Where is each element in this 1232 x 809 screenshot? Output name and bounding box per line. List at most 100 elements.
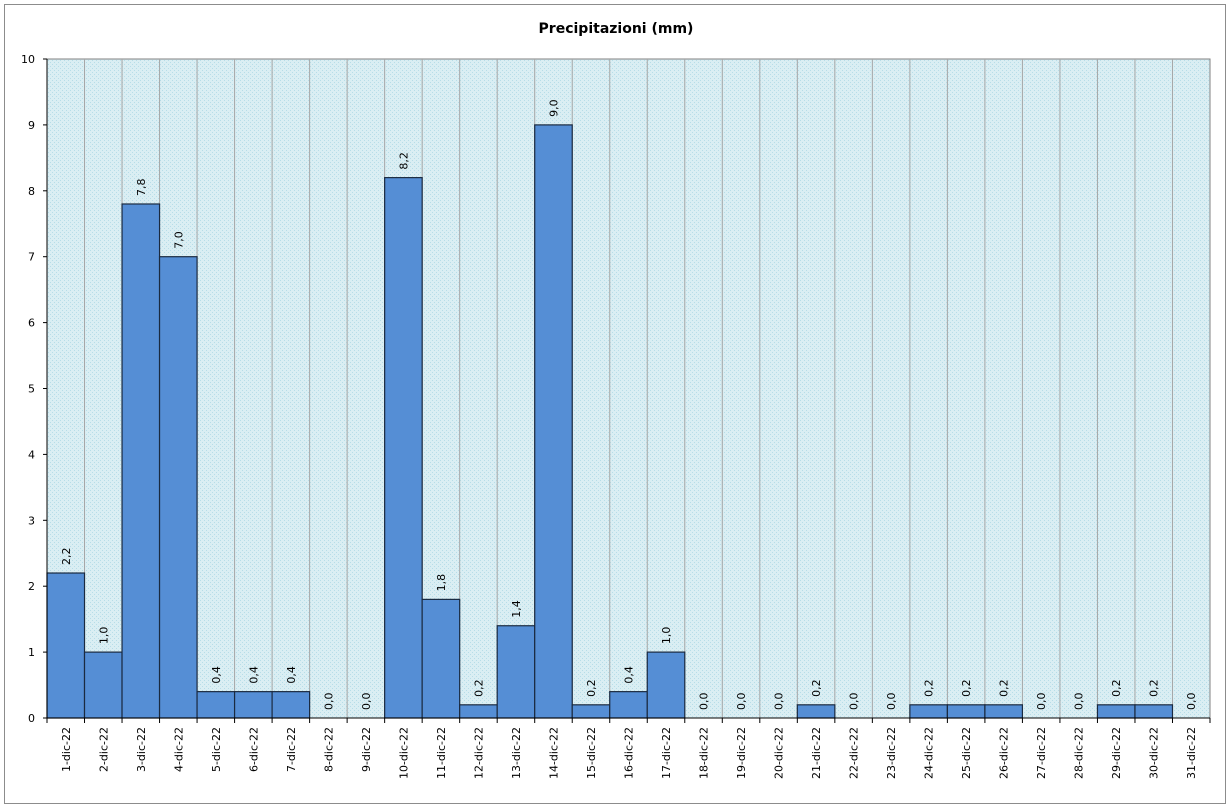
- bar: [946, 704, 986, 719]
- y-tick-label: 2: [28, 580, 35, 593]
- data-labels: 2,2 1,0 7,8 7,0 0,4 0,4 0,4 0,0 0,0 8,2 1,8 0,2 1,4 9…: [60, 99, 1198, 710]
- x-tick-label: 31-dic-22: [1185, 727, 1198, 779]
- data-label: 1,0: [660, 627, 673, 645]
- data-label: 0,2: [810, 679, 823, 697]
- x-axis: 1-dic-22 2-dic-22 3-dic-22 4-dic-22 5-dic-22…: [46, 717, 1211, 779]
- data-label: 0,4: [623, 666, 636, 684]
- x-tick-label: 13-dic-22: [510, 727, 523, 779]
- bar: [83, 651, 123, 719]
- x-tick-label: 21-dic-22: [810, 727, 823, 779]
- bar: [609, 691, 648, 719]
- x-tick-label: 30-dic-22: [1148, 727, 1161, 779]
- x-tick-label: 23-dic-22: [885, 727, 898, 779]
- y-axis: 0 1 2 3 4 5 6 7 8 9 10: [21, 53, 48, 725]
- data-label: 0,2: [1148, 679, 1161, 697]
- data-label: 7,8: [135, 178, 148, 196]
- data-label: 0,2: [960, 679, 973, 697]
- data-label: 1,8: [435, 574, 448, 592]
- y-tick-label: 0: [28, 712, 35, 725]
- data-label: 2,2: [60, 548, 73, 566]
- data-label: 0,0: [1035, 693, 1048, 711]
- data-label: 0,2: [923, 679, 936, 697]
- bar: [233, 691, 273, 719]
- data-label: 0,0: [773, 693, 786, 711]
- y-tick-label: 6: [28, 317, 35, 330]
- plot-background: [46, 58, 1211, 719]
- bar: [421, 598, 461, 719]
- x-tick-label: 24-dic-22: [923, 727, 936, 779]
- data-label: 0,0: [698, 693, 711, 711]
- data-label: 0,4: [210, 666, 223, 684]
- data-label: 0,0: [1185, 693, 1198, 711]
- bar: [1134, 704, 1174, 719]
- bar: [158, 256, 198, 719]
- x-tick-label: 6-dic-22: [247, 727, 260, 772]
- x-tick-label: 19-dic-22: [735, 727, 748, 779]
- x-tick-label: 17-dic-22: [660, 727, 673, 779]
- data-label: 0,2: [585, 679, 598, 697]
- x-tick-label: 12-dic-22: [472, 727, 485, 779]
- x-tick-label: 22-dic-22: [848, 727, 861, 779]
- x-tick-label: 7-dic-22: [285, 727, 298, 772]
- bar: [646, 651, 686, 719]
- x-tick-label: 28-dic-22: [1073, 727, 1086, 779]
- x-tick-label: 20-dic-22: [773, 727, 786, 779]
- bar: [796, 704, 836, 719]
- x-tick-label: 25-dic-22: [960, 727, 973, 779]
- x-tick-label: 3-dic-22: [135, 727, 148, 772]
- plot-area: [46, 58, 1211, 719]
- y-tick-label: 3: [28, 514, 35, 527]
- y-tick-label: 8: [28, 185, 35, 198]
- bar: [121, 203, 161, 719]
- data-label: 0,2: [998, 679, 1011, 697]
- y-tick-label: 4: [28, 448, 35, 461]
- x-tick-label: 2-dic-22: [97, 727, 110, 772]
- y-tick-label: 5: [28, 383, 35, 396]
- bar: [909, 704, 948, 719]
- x-tick-label: 8-dic-22: [322, 727, 335, 772]
- x-tick-label: 1-dic-22: [60, 727, 73, 772]
- x-tick-label: 26-dic-22: [998, 727, 1011, 779]
- bar: [459, 704, 498, 719]
- x-tick-label: 14-dic-22: [547, 727, 560, 779]
- data-label: 0,4: [247, 666, 260, 684]
- data-label: 1,4: [510, 600, 523, 618]
- bar: [46, 572, 86, 719]
- data-label: 0,0: [322, 693, 335, 711]
- data-label: 7,0: [172, 231, 185, 249]
- x-tick-label: 9-dic-22: [360, 727, 373, 772]
- bar: [571, 704, 611, 719]
- x-tick-label: 27-dic-22: [1035, 727, 1048, 779]
- x-tick-label: 18-dic-22: [698, 727, 711, 779]
- bar: [496, 625, 536, 719]
- x-tick-label: 29-dic-22: [1110, 727, 1123, 779]
- data-label: 0,0: [735, 693, 748, 711]
- data-label: 0,2: [472, 679, 485, 697]
- data-label: 0,0: [848, 693, 861, 711]
- bar: [984, 704, 1024, 719]
- x-tick-label: 16-dic-22: [623, 727, 636, 779]
- y-tick-label: 1: [28, 646, 35, 659]
- data-label: 8,2: [397, 152, 410, 170]
- data-label: 1,0: [97, 627, 110, 645]
- x-tick-label: 11-dic-22: [435, 727, 448, 779]
- x-tick-label: 10-dic-22: [397, 727, 410, 779]
- x-tick-label: 15-dic-22: [585, 727, 598, 779]
- data-label: 0,0: [1073, 693, 1086, 711]
- data-label: 0,4: [285, 666, 298, 684]
- y-tick-label: 9: [28, 119, 35, 132]
- y-tick-label: 7: [28, 251, 35, 264]
- bar: [1096, 704, 1136, 719]
- bars: [46, 124, 1174, 719]
- grid-lines: [84, 59, 1173, 718]
- x-tick-label: 4-dic-22: [172, 727, 185, 772]
- chart-title: Precipitazioni (mm): [538, 21, 694, 37]
- data-label: 9,0: [547, 99, 560, 117]
- bar: [384, 177, 423, 719]
- bar: [196, 691, 236, 719]
- bar: [534, 124, 573, 719]
- data-label: 0,2: [1110, 679, 1123, 697]
- bar: [271, 691, 311, 719]
- x-tick-label: 5-dic-22: [210, 727, 223, 772]
